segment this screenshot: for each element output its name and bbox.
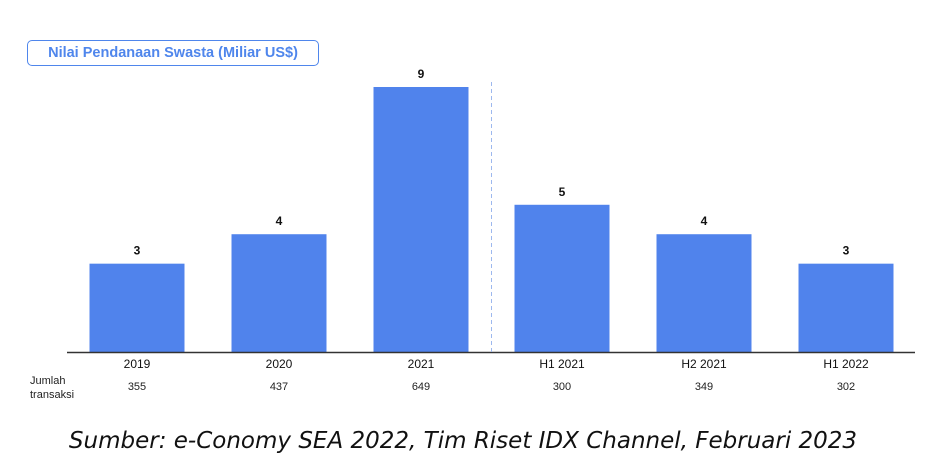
bar-value-label: 4 [701, 214, 708, 228]
transaction-count-label: 349 [695, 381, 713, 393]
x-tick-label: H1 2021 [539, 357, 585, 371]
x-tick-label: 2020 [266, 357, 293, 371]
bar [514, 204, 610, 352]
bar-value-label: 3 [843, 244, 850, 258]
bar [798, 263, 894, 352]
x-tick-label: 2019 [124, 357, 151, 371]
transactions-row-label-line2: transaksi [30, 389, 75, 401]
bar-value-label: 9 [418, 67, 425, 81]
bar-value-label: 5 [559, 185, 566, 199]
x-tick-label: H2 2021 [681, 357, 727, 371]
bar [231, 234, 327, 352]
transaction-count-label: 649 [412, 381, 430, 393]
bar-value-label: 3 [134, 244, 141, 258]
transaction-count-label: 300 [553, 381, 571, 393]
transaction-count-label: 302 [837, 381, 855, 393]
source-caption: Sumber: e-Conomy SEA 2022, Tim Riset IDX… [68, 428, 858, 454]
bar [373, 87, 469, 352]
x-tick-label: H1 2022 [823, 357, 869, 371]
bar [89, 263, 185, 352]
bar [656, 234, 752, 352]
transaction-count-label: 437 [270, 381, 288, 393]
transaction-count-label: 355 [128, 381, 146, 393]
x-tick-label: 2021 [408, 357, 435, 371]
chart-title: Nilai Pendanaan Swasta (Miliar US$) [27, 40, 319, 66]
bar-value-label: 4 [276, 214, 283, 228]
transactions-row-label-line1: Jumlah [30, 375, 66, 387]
